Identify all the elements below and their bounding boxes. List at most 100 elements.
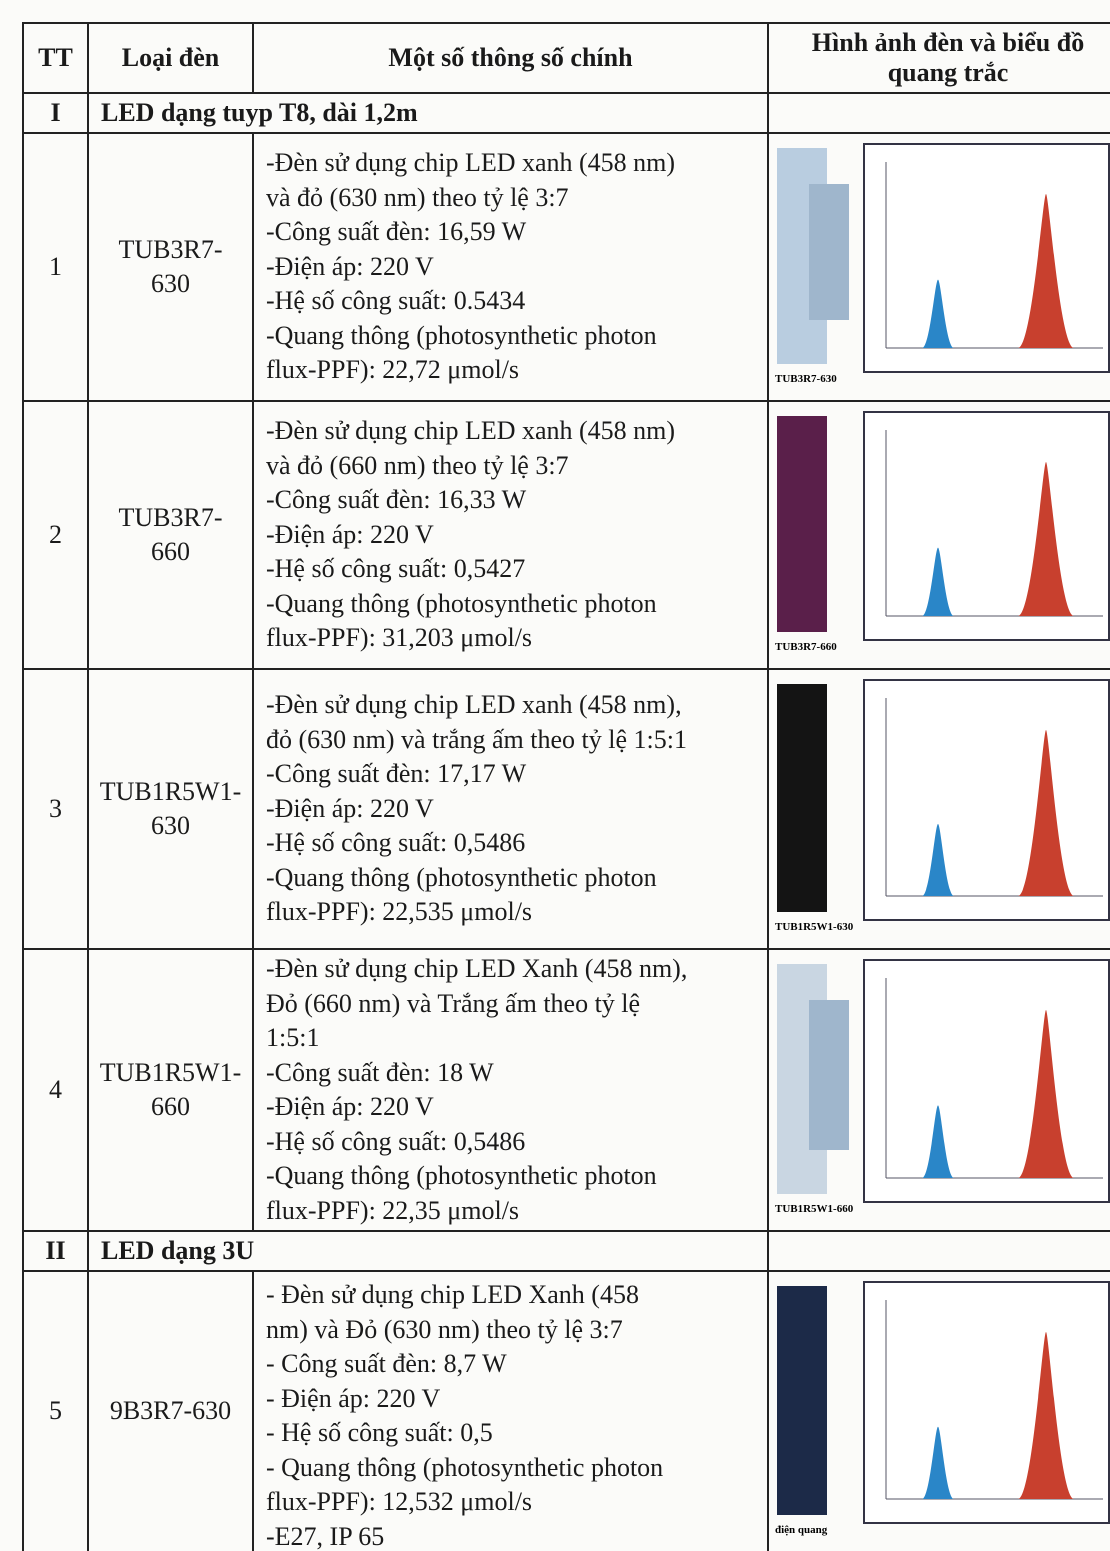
type-cell: TUB3R7-660 [87, 400, 252, 668]
section-cell: LED dạng tuyp T8, dài 1,2m [87, 92, 767, 132]
type-cell: TUB1R5W1-630 [87, 668, 252, 948]
param-line: -Đèn sử dụng chip LED Xanh (458 nm), [266, 952, 767, 987]
image-caption: TUB3R7-660 [775, 641, 837, 653]
tt-cell: 4 [22, 948, 87, 1230]
image-caption: TUB3R7-630 [775, 373, 837, 385]
param-line: -Quang thông (photosynthetic photon [266, 1159, 767, 1194]
image-caption: điện quang [775, 1524, 828, 1536]
type-cell: 9B3R7-630 [87, 1270, 252, 1551]
param-line: -Hệ số công suất: 0,5486 [266, 1125, 767, 1160]
spectrum-frame [864, 680, 1109, 920]
param-line: -Công suất đèn: 16,33 W [266, 483, 767, 518]
lamp-type: 660 [151, 1090, 190, 1125]
lamp-type: 9B3R7-630 [110, 1394, 231, 1429]
type-cell: TUB1R5W1-660 [87, 948, 252, 1230]
param-line: -Điện áp: 220 V [266, 250, 767, 285]
row-number: 1 [49, 250, 62, 285]
image-cell: TUB3R7-630 [767, 132, 1110, 400]
param-line: -Điện áp: 220 V [266, 518, 767, 553]
param-line: flux-PPF): 22,535 μmol/s [266, 895, 767, 930]
tt-cell: 5 [22, 1270, 87, 1551]
header-cell: Loại đèn [87, 22, 252, 92]
page: TT Loại đèn Một số thông số chính Hình ả… [0, 0, 1110, 1551]
param-line: -Quang thông (photosynthetic photon [266, 319, 767, 354]
param-line: và đỏ (660 nm) theo tỷ lệ 3:7 [266, 449, 767, 484]
param-line: - Hệ số công suất: 0,5 [266, 1416, 767, 1451]
header-tt: TT [38, 41, 73, 76]
header-image: Hình ảnh đèn và biểu đồ [812, 28, 1084, 58]
param-line: Đỏ (660 nm) và Trắng ấm theo tỷ lệ [266, 987, 767, 1022]
param-line: flux-PPF): 12,532 μmol/s [266, 1485, 767, 1520]
param-line: -Công suất đèn: 17,17 W [266, 757, 767, 792]
params-cell: -Đèn sử dụng chip LED xanh (458 nm)và đỏ… [252, 132, 767, 400]
row-number: 3 [49, 792, 62, 827]
lamp-type: 630 [151, 267, 190, 302]
lamp-type: TUB3R7- [119, 233, 223, 268]
image-cell: TUB3R7-660 [767, 400, 1110, 668]
tt-cell: 1 [22, 132, 87, 400]
param-line: -E27, IP 65 [266, 1520, 767, 1551]
row-number: I [50, 96, 60, 131]
param-line: - Đèn sử dụng chip LED Xanh (458 [266, 1278, 767, 1313]
tt-cell: I [22, 92, 87, 132]
param-line: -Điện áp: 220 V [266, 792, 767, 827]
param-line: và đỏ (630 nm) theo tỷ lệ 3:7 [266, 181, 767, 216]
lamp-photo [809, 184, 849, 320]
lamp-type: TUB1R5W1- [100, 775, 242, 810]
param-line: đỏ (630 nm) và trắng ấm theo tỷ lệ 1:5:1 [266, 723, 767, 758]
param-line: -Hệ số công suất: 0,5486 [266, 826, 767, 861]
param-line: -Đèn sử dụng chip LED xanh (458 nm) [266, 146, 767, 181]
param-line: -Đèn sử dụng chip LED xanh (458 nm), [266, 688, 767, 723]
row-number: 4 [49, 1073, 62, 1108]
lamp-image: TUB1R5W1-630 [769, 670, 1110, 948]
image-cell: TUB1R5W1-630 [767, 668, 1110, 948]
spectrum-frame [864, 1282, 1109, 1523]
params-cell: -Đèn sử dụng chip LED Xanh (458 nm),Đỏ (… [252, 948, 767, 1230]
row-number: II [45, 1234, 65, 1269]
row-number: 2 [49, 518, 62, 553]
param-line: -Công suất đèn: 16,59 W [266, 215, 767, 250]
lamp-type: TUB3R7- [119, 501, 223, 536]
header-cell: TT [22, 22, 87, 92]
spectrum-frame [864, 960, 1109, 1202]
param-line: -Hệ số công suất: 0,5427 [266, 552, 767, 587]
header-type: Loại đèn [122, 41, 220, 76]
spectrum-frame [864, 144, 1109, 372]
lamp-photo [777, 684, 827, 912]
type-cell: TUB3R7-630 [87, 132, 252, 400]
spectrum-frame [864, 412, 1109, 640]
param-line: -Hệ số công suất: 0.5434 [266, 284, 767, 319]
header-image: quang trắc [888, 58, 1009, 88]
lamp-photo [777, 1286, 827, 1515]
tt-cell: 3 [22, 668, 87, 948]
param-line: 1:5:1 [266, 1021, 767, 1056]
param-line: -Công suất đèn: 18 W [266, 1056, 767, 1091]
lamp-type: TUB1R5W1- [100, 1056, 242, 1091]
lamp-image: điện quang [769, 1272, 1110, 1551]
lamp-photo [777, 416, 827, 632]
image-caption: TUB1R5W1-630 [775, 921, 854, 933]
param-line: flux-PPF): 22,35 μmol/s [266, 1194, 767, 1229]
section-empty-cell [767, 1230, 1110, 1270]
param-line: - Quang thông (photosynthetic photon [266, 1451, 767, 1486]
param-line: -Đèn sử dụng chip LED xanh (458 nm) [266, 414, 767, 449]
lamp-image: TUB1R5W1-660 [769, 950, 1110, 1230]
header-params: Một số thông số chính [388, 41, 632, 76]
section-empty-cell [767, 92, 1110, 132]
param-line: - Công suất đèn: 8,7 W [266, 1347, 767, 1382]
param-line: - Điện áp: 220 V [266, 1382, 767, 1417]
section-label: LED dạng tuyp T8, dài 1,2m [101, 96, 767, 131]
lamp-type: 660 [151, 535, 190, 570]
lamp-image: TUB3R7-630 [769, 134, 1110, 400]
row-number: 5 [49, 1394, 62, 1429]
section-cell: LED dạng 3U [87, 1230, 767, 1270]
lamp-type: 630 [151, 809, 190, 844]
param-line: -Điện áp: 220 V [266, 1090, 767, 1125]
param-line: -Quang thông (photosynthetic photon [266, 587, 767, 622]
header-cell: Một số thông số chính [252, 22, 767, 92]
image-cell: điện quang [767, 1270, 1110, 1551]
image-caption: TUB1R5W1-660 [775, 1203, 854, 1215]
params-cell: -Đèn sử dụng chip LED xanh (458 nm)và đỏ… [252, 400, 767, 668]
